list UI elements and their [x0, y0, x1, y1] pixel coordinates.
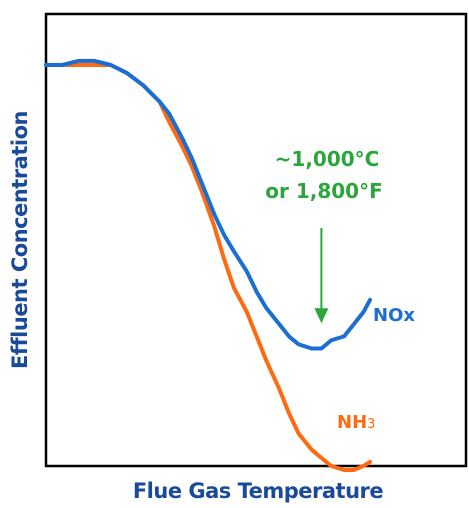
x-axis-title: Flue Gas Temperature: [133, 479, 384, 503]
plot-frame: [44, 12, 468, 468]
annotation-temp-fahrenheit: or 1,800°F: [265, 179, 383, 203]
nox-series-line: [44, 58, 372, 351]
nox-series-label: NOx: [373, 305, 415, 326]
nh3-series-label: NH3: [337, 412, 375, 433]
y-axis-title: Effluent Concentration: [8, 111, 32, 369]
temperature-arrow: [314, 228, 329, 324]
nh3-label-subscript: 3: [367, 417, 375, 432]
annotation-temp-celsius: ~1,000°C: [275, 147, 380, 171]
arrow-head: [314, 308, 329, 324]
nh3-label-main: NH: [337, 412, 367, 433]
